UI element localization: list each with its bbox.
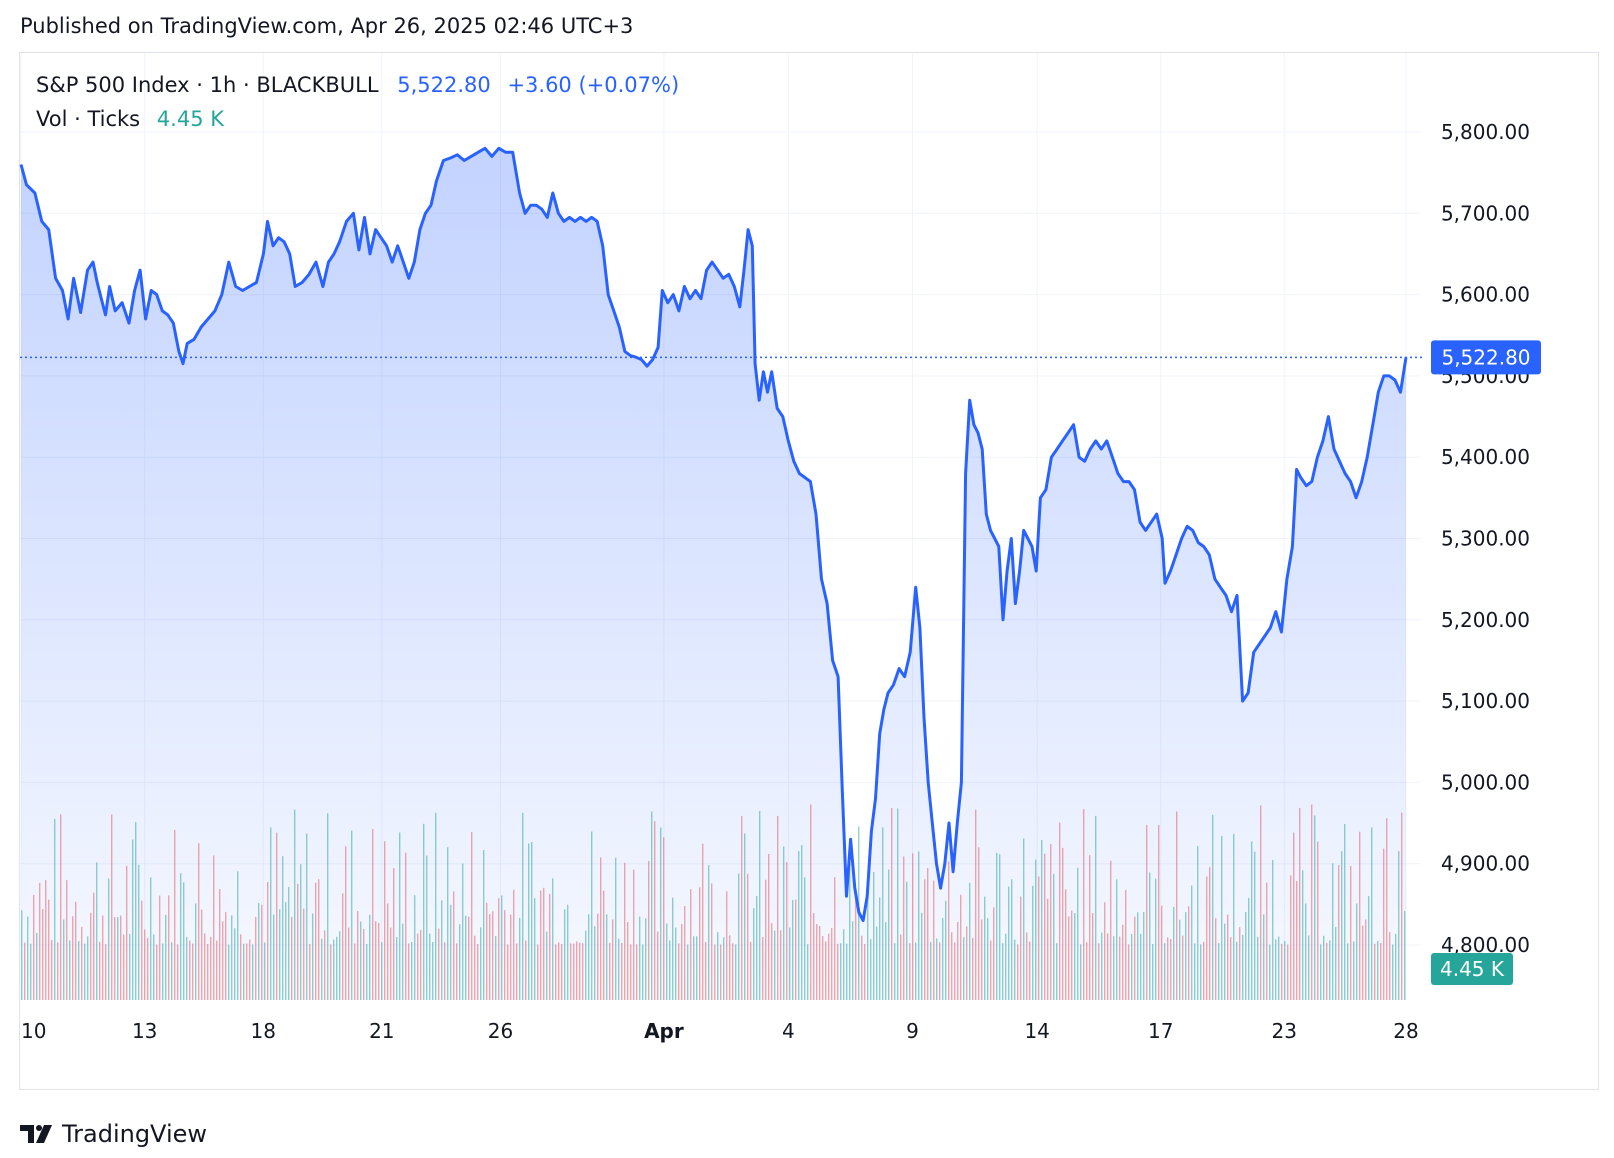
volume-label: Vol · Ticks [36, 107, 141, 131]
y-tick-label: 5,600.00 [1441, 283, 1530, 307]
y-tick-label: 5,400.00 [1441, 445, 1530, 469]
volume-badge-text: 4.45 K [1440, 957, 1505, 981]
tradingview-logo-icon [20, 1125, 52, 1143]
tradingview-brand: TradingView [62, 1120, 208, 1148]
x-tick-label: 9 [906, 1019, 919, 1043]
x-tick-label: 18 [251, 1019, 276, 1043]
published-label: Published on TradingView.com, Apr 26, 20… [20, 14, 634, 38]
y-tick-label: 5,200.00 [1441, 608, 1530, 632]
x-axis: 10 13 18 21 26 Apr 4 9 14 17 23 28 [21, 1019, 1419, 1043]
legend-change: +3.60 (+0.07%) [507, 73, 680, 97]
x-tick-label: 14 [1024, 1019, 1049, 1043]
x-tick-label: 26 [488, 1019, 513, 1043]
legend-price: 5,522.80 [397, 73, 491, 97]
y-tick-label: 5,300.00 [1441, 527, 1530, 551]
y-tick-label: 4,900.00 [1441, 852, 1530, 876]
symbol-label: S&P 500 Index · 1h · BLACKBULL [36, 73, 379, 97]
footer[interactable]: TradingView [20, 1120, 207, 1148]
y-axis: 5,800.005,700.005,600.005,500.005,400.00… [1441, 120, 1530, 957]
y-tick-label: 5,100.00 [1441, 689, 1530, 713]
y-tick-label: 5,800.00 [1441, 120, 1530, 144]
chart-frame[interactable] [19, 52, 1599, 1090]
x-tick-label: 10 [21, 1019, 46, 1043]
chart-legend: S&P 500 Index · 1h · BLACKBULL 5,522.80 … [36, 68, 679, 136]
price-line [19, 146, 1408, 923]
y-tick-label: 5,000.00 [1441, 770, 1530, 794]
legend-volume-value: 4.45 K [156, 107, 225, 131]
last-price-badge-text: 5,522.80 [1441, 345, 1530, 369]
x-tick-label: 28 [1393, 1019, 1418, 1043]
price-area [19, 146, 1425, 1001]
legend-symbol-row: S&P 500 Index · 1h · BLACKBULL 5,522.80 … [36, 68, 679, 102]
x-tick-label: 23 [1272, 1019, 1297, 1043]
volume-badge [1431, 953, 1513, 985]
x-tick-label: Apr [644, 1019, 684, 1043]
x-tick-label: 4 [782, 1019, 795, 1043]
x-tick-label: 17 [1148, 1019, 1173, 1043]
last-price-badge [1431, 340, 1541, 375]
legend-volume-row: Vol · Ticks 4.45 K [36, 102, 679, 136]
price-area-fill [21, 148, 1406, 1001]
x-tick-label: 21 [369, 1019, 394, 1043]
x-tick-label: 13 [132, 1019, 157, 1043]
price-badges: 5,522.80 4.45 K [1431, 340, 1541, 985]
y-tick-label: 5,700.00 [1441, 201, 1530, 225]
